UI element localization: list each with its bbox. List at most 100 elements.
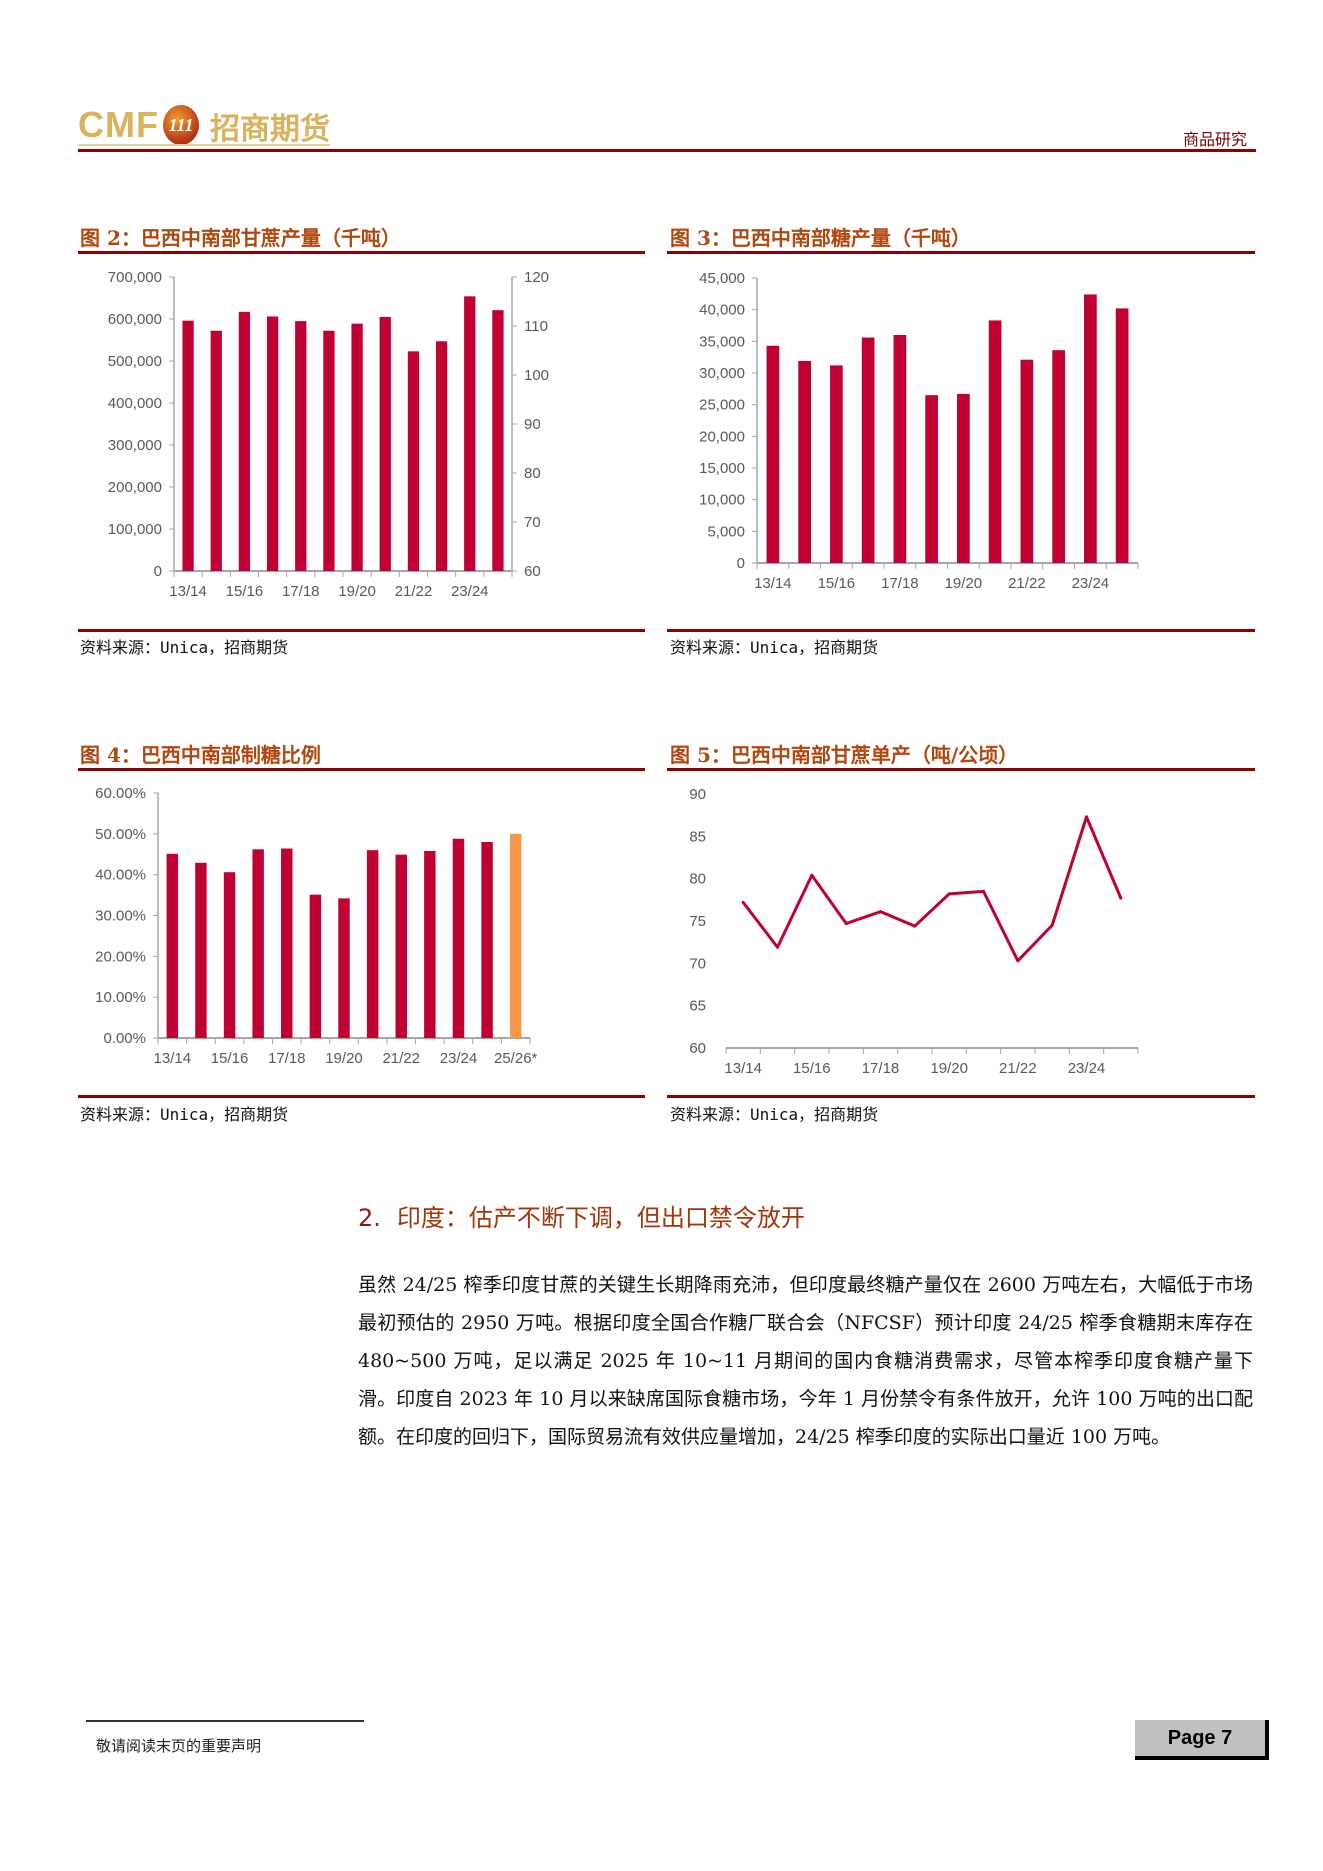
y-tick-label: 600,000: [108, 311, 162, 328]
y-tick-label: 500,000: [108, 353, 162, 370]
bar-22/23: [435, 341, 448, 571]
bar-19/20: [957, 393, 970, 563]
y2-tick-label: 110: [524, 318, 548, 335]
point-16/17: [844, 922, 848, 926]
y-tick-label: 25,000: [699, 397, 745, 414]
x-tick-label: 13/14: [724, 1060, 762, 1077]
bar-14/15: [195, 862, 207, 1038]
point-18/19: [913, 924, 917, 928]
y-tick-label: 35,000: [699, 333, 745, 350]
y-tick-label: 60.00%: [95, 785, 146, 802]
point-20/21: [982, 889, 985, 893]
y2-tick-label: 70: [524, 514, 541, 531]
bar-21/22: [407, 351, 420, 571]
figure-2-rule: [78, 251, 645, 254]
logo-company-name: 招商期货: [210, 112, 330, 147]
section-number: 2.: [358, 1204, 381, 1232]
y-tick-label: 85: [689, 828, 706, 845]
y-tick-label: 10.00%: [95, 989, 146, 1006]
bar-24/25: [492, 310, 504, 571]
y-tick-label: 10,000: [699, 492, 745, 509]
x-tick-label: 13/14: [169, 583, 207, 600]
bar-19/20: [351, 323, 363, 571]
figure-4-rule: [78, 768, 645, 771]
bar-20/21: [366, 850, 379, 1038]
figure-5-title: 图 5：巴西中南部甘蔗单产（吨/公顷）: [670, 743, 1019, 767]
figure-2-chart: 0 100,000 200,000 300,000 400,000 500,000 600,…: [108, 269, 549, 600]
header-divider: [78, 149, 1256, 152]
point-15/16: [810, 873, 814, 877]
x-tick-label: 19/20: [325, 1050, 363, 1067]
point-22/23: [1050, 923, 1054, 927]
bar-23/24: [452, 838, 465, 1038]
bar-21/22: [1020, 359, 1034, 563]
y-tick-label: 300,000: [108, 437, 162, 454]
bar-20/21: [379, 316, 391, 571]
bar-24/25: [481, 842, 493, 1038]
y2-tick-label: 60: [524, 563, 541, 580]
y-tick-label: 0: [737, 555, 745, 572]
section-heading: 2. 印度：估产不断下调，但出口禁令放开: [358, 1198, 805, 1233]
y-tick-label: 30,000: [699, 365, 745, 382]
bar-25/26*: [509, 833, 522, 1038]
x-tick-label: 23/24: [1068, 1060, 1106, 1077]
logo-cmf: CMF: [78, 104, 159, 145]
x-tick-label: 17/18: [862, 1060, 900, 1077]
figure-5-chart: 60 65 70 75 80 85 90 13/14 15/16 17/18 19/20 21/22 2…: [689, 786, 1139, 1077]
bar-23/24: [1084, 294, 1097, 563]
figure-3-title: 图 3：巴西中南部糖产量（千吨）: [670, 226, 971, 250]
y-tick-label: 80: [689, 871, 706, 888]
bar-19/20: [338, 898, 350, 1038]
point-14/15: [776, 945, 779, 949]
bar-14/15: [210, 330, 222, 571]
x-tick-label: 15/16: [793, 1060, 831, 1077]
y2-tick-label: 120: [524, 269, 549, 286]
point-17/18: [879, 910, 882, 914]
x-tick-label: 21/22: [999, 1060, 1037, 1077]
y-tick-label: 5,000: [707, 523, 745, 540]
bar-13/14: [766, 345, 780, 563]
bar-18/19: [323, 330, 335, 571]
y-tick-label: 60: [689, 1040, 706, 1057]
bar-18/19: [925, 395, 938, 563]
section-title: 印度：估产不断下调，但出口禁令放开: [396, 1204, 805, 1232]
x-tick-label: 17/18: [881, 575, 919, 592]
figure-4-source: 资料来源：Unica，招商期货: [80, 1105, 289, 1124]
figure-4-chart: 0.00% 10.00% 20.00% 30.00% 40.00% 50.00% 60.00…: [95, 785, 537, 1067]
y-tick-label: 400,000: [108, 395, 162, 412]
figure-2-title: 图 2：巴西中南部甘蔗产量（千吨）: [80, 226, 401, 250]
x-tick-label: 21/22: [395, 583, 433, 600]
bar-21/22: [395, 854, 407, 1038]
y-tick-label: 40.00%: [95, 867, 146, 884]
x-tick-label: 21/22: [1008, 575, 1046, 592]
y-tick-label: 0.00%: [103, 1030, 146, 1047]
figure-5-rule: [667, 768, 1255, 771]
figure-2-bottom-rule: [78, 629, 645, 632]
y-tick-label: 40,000: [699, 302, 745, 319]
x-tick-label: 21/22: [382, 1050, 420, 1067]
x-tick-label: 13/14: [154, 1050, 192, 1067]
x-tick-label: 23/24: [440, 1050, 478, 1067]
logo-underline: [78, 144, 330, 146]
y-tick-label: 20.00%: [95, 948, 146, 965]
point-13/14: [741, 900, 745, 904]
x-tick-label: 17/18: [282, 583, 320, 600]
point-19/20: [947, 892, 951, 896]
y2-tick-label: 80: [524, 465, 541, 482]
y-tick-label: 20,000: [699, 428, 745, 445]
logo-badge-icon: 111: [163, 105, 199, 145]
footer-disclaimer: 敬请阅读末页的重要声明: [96, 1737, 262, 1755]
series-line: [741, 815, 1123, 963]
x-tick-label: 19/20: [945, 575, 983, 592]
y-tick-label: 50.00%: [95, 826, 146, 843]
y-tick-label: 200,000: [108, 479, 162, 496]
bar-18/19: [309, 894, 322, 1038]
figure-5-bottom-rule: [667, 1095, 1255, 1098]
point-23/24: [1085, 815, 1088, 819]
figure-3-bottom-rule: [667, 629, 1255, 632]
body-paragraph: 虽然 24/25 榨季印度甘蔗的关键生长期降雨充沛，但印度最终糖产量仅在 260…: [358, 1274, 1253, 1448]
bar-20/21: [988, 320, 1002, 563]
y-tick-label: 70: [689, 955, 706, 972]
y-tick-label: 75: [689, 913, 706, 930]
bar-13/14: [166, 853, 179, 1038]
